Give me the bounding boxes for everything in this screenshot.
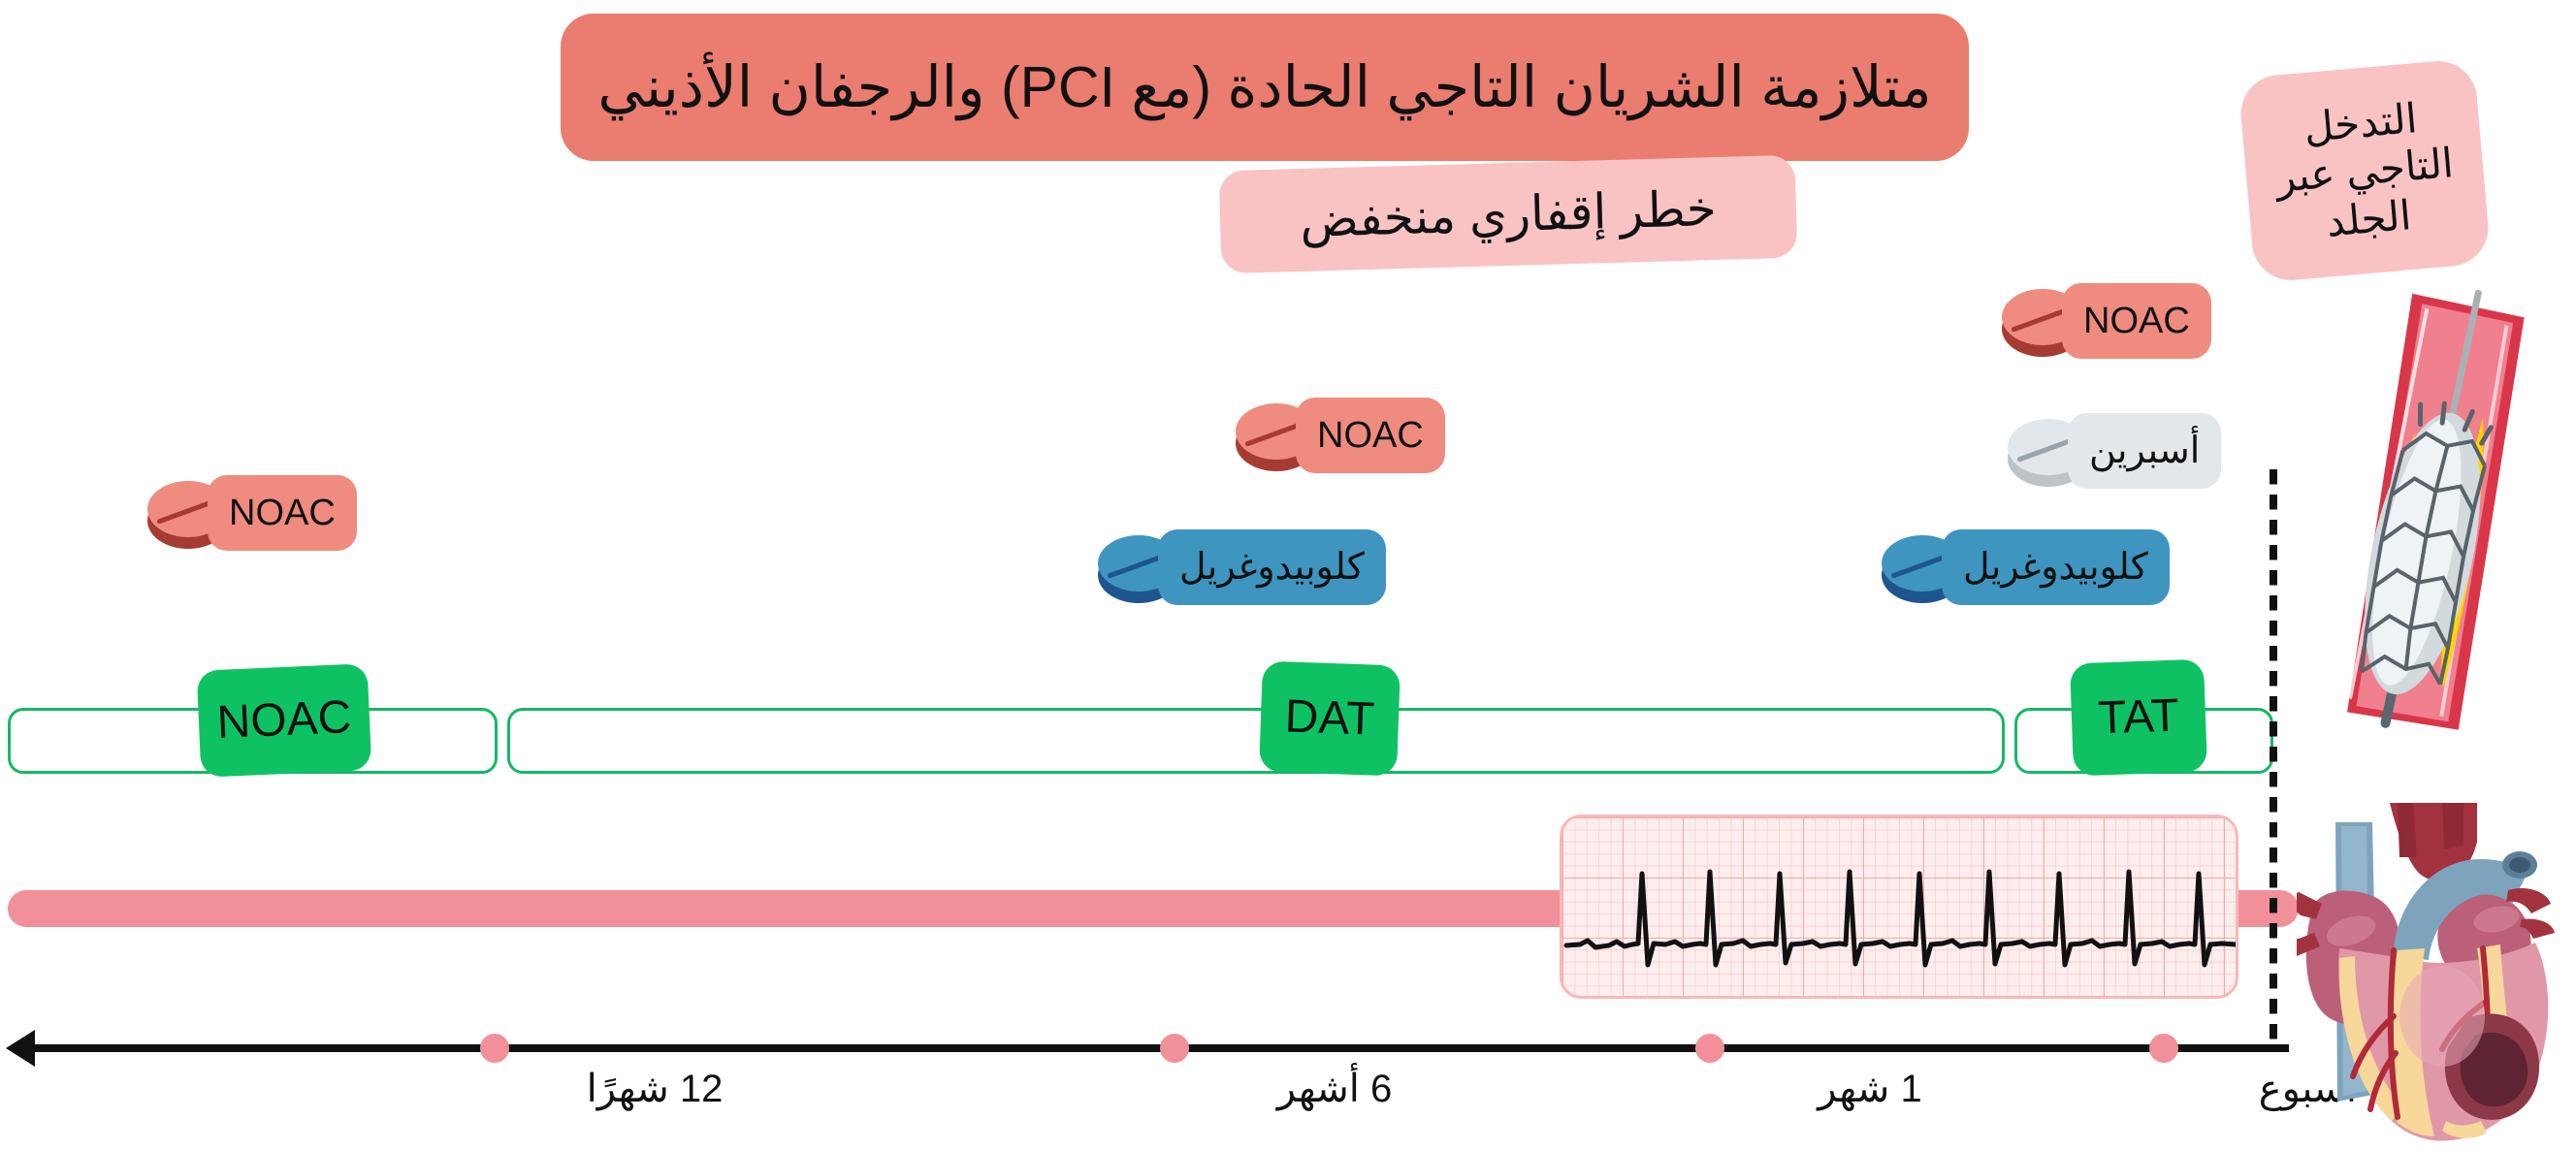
timeline-tick-1-month [1695, 1034, 1724, 1063]
timeline-label-1-month: 1 شهر [1818, 1068, 1922, 1110]
timeline-label-12-months: 12 شهرًا [586, 1068, 724, 1110]
phase-chip-label: TAT [2097, 689, 2180, 745]
drug-badge-box: كلوبيدوغريل [1942, 529, 2170, 605]
timeline-tick-6-months [1160, 1034, 1189, 1063]
drug-badge-noac-late: NOAC [144, 475, 357, 551]
timeline-tick-1-week [2149, 1034, 2178, 1063]
phase-chip-label: DAT [1283, 690, 1376, 746]
drug-badge-label: أسبرين [2089, 431, 2201, 471]
tat-boundary-dotted-line [2270, 469, 2277, 1051]
timeline-label-6-months: 6 أشهر [1276, 1068, 1393, 1110]
subtitle-banner: خطر إقفاري منخفض [1218, 154, 1798, 274]
drug-badge-aspirin-tat: أسبرين [2004, 413, 2222, 489]
drug-badge-box: NOAC [2062, 283, 2211, 359]
title-banner: متلازمة الشريان التاجي الحادة (مع PCI) و… [561, 14, 1969, 161]
drug-badge-label: NOAC [229, 493, 336, 533]
drug-badge-box: كلوبيدوغريل [1158, 529, 1386, 605]
timeline-axis [23, 1044, 2289, 1052]
drug-badge-label: NOAC [2083, 301, 2190, 341]
ecg-rhythm-strip [1560, 815, 2238, 999]
pci-callout-banner: التدخل التاجي عبر الجلد [2238, 57, 2492, 284]
subtitle-text: خطر إقفاري منخفض [1299, 181, 1718, 247]
phase-chip-tat: TAT [2070, 658, 2207, 777]
drug-badge-box: NOAC [1296, 398, 1445, 473]
page-title: متلازمة الشريان التاجي الحادة (مع PCI) و… [597, 54, 1932, 119]
drug-badge-noac-dat: NOAC [1232, 398, 1445, 473]
drug-badge-label: NOAC [1317, 415, 1424, 456]
drug-badge-noac-tat: NOAC [1998, 283, 2211, 359]
drug-badge-box: أسبرين [2068, 413, 2222, 489]
timeline-tick-12-months [480, 1034, 509, 1063]
coronary-stent-artery-illustration [2301, 264, 2562, 768]
ecg-trace-icon [1563, 869, 2236, 968]
drug-badge-clopidogrel-dat: كلوبيدوغريل [1094, 529, 1386, 605]
drug-badge-label: كلوبيدوغريل [1963, 547, 2148, 588]
phase-band-dat [507, 708, 2005, 774]
phase-chip-dat: DAT [1259, 660, 1401, 777]
drug-badge-box: NOAC [208, 475, 357, 551]
drug-badge-label: كلوبيدوغريل [1179, 547, 1365, 588]
human-heart-illustration [2297, 803, 2576, 1147]
pci-callout-label: التدخل التاجي عبر الجلد [2273, 94, 2456, 245]
phase-chip-label: NOAC [215, 691, 353, 749]
phase-chip-noac: NOAC [196, 663, 372, 778]
drug-badge-clopidogrel-tat: كلوبيدوغريل [1878, 529, 2170, 605]
